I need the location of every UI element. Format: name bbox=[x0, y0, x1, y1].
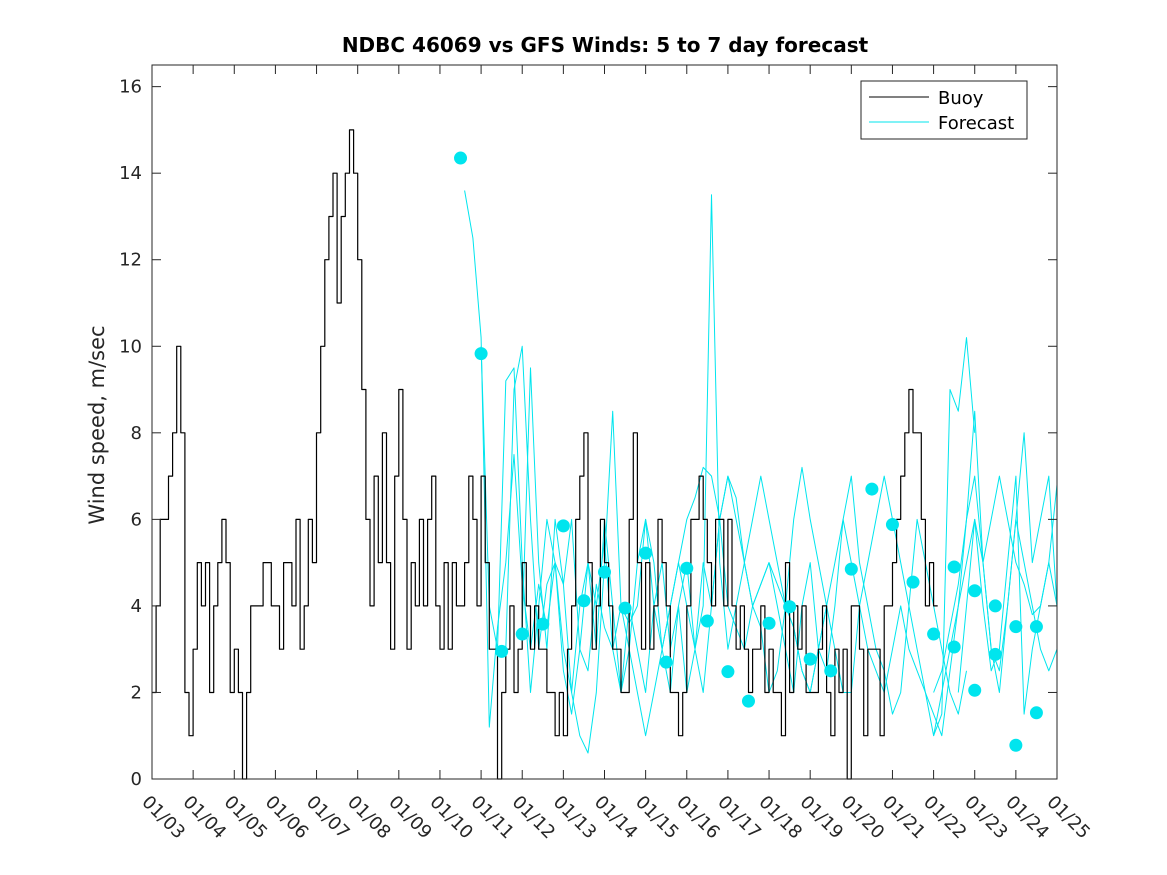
forecast-marker bbox=[536, 617, 550, 631]
x-tick-label: 01/24 bbox=[1001, 792, 1053, 844]
forecast-marker bbox=[598, 565, 611, 579]
forecast-marker bbox=[947, 640, 961, 654]
legend-label-forecast: Forecast bbox=[938, 113, 1014, 134]
y-tick-label: 16 bbox=[119, 77, 142, 98]
forecast-marker bbox=[721, 665, 735, 679]
y-tick-label: 10 bbox=[119, 336, 142, 357]
y-tick-label: 8 bbox=[131, 423, 142, 444]
legend: Buoy Forecast bbox=[860, 80, 1028, 140]
x-tick-label: 01/25 bbox=[1042, 792, 1094, 844]
forecast-marker-late bbox=[1009, 620, 1023, 634]
forecast-marker bbox=[927, 627, 941, 641]
forecast-marker bbox=[988, 647, 1002, 661]
forecast-marker bbox=[824, 664, 838, 678]
y-tick-label: 14 bbox=[119, 163, 142, 184]
forecast-marker bbox=[659, 655, 673, 669]
forecast-marker bbox=[680, 561, 694, 575]
forecast-marker-late bbox=[947, 560, 961, 574]
y-tick-label: 12 bbox=[119, 250, 142, 271]
x-tick-label: 01/18 bbox=[755, 792, 807, 844]
x-tick-label: 01/21 bbox=[878, 792, 930, 844]
legend-box bbox=[860, 80, 1028, 140]
x-tick-label: 01/15 bbox=[631, 792, 683, 844]
forecast-marker bbox=[700, 614, 714, 628]
legend-label-buoy: Buoy bbox=[938, 88, 984, 109]
x-tick-label: 01/14 bbox=[590, 792, 642, 844]
x-tick-label: 01/16 bbox=[672, 792, 724, 844]
marker-layer bbox=[454, 151, 1043, 752]
forecast-marker bbox=[803, 652, 817, 666]
forecast-marker bbox=[454, 151, 468, 165]
x-tick-label: 01/22 bbox=[919, 792, 971, 844]
y-tick-label: 6 bbox=[131, 509, 142, 530]
y-axis-label: Wind speed, m/sec bbox=[85, 325, 109, 524]
forecast-marker bbox=[968, 683, 982, 697]
forecast-line-run1 bbox=[464, 190, 754, 728]
y-axis-ticks: 0 2 4 6 8 10 12 14 16 bbox=[119, 77, 1057, 790]
forecast-marker bbox=[618, 601, 632, 615]
forecast-marker bbox=[1009, 738, 1023, 752]
forecast-marker bbox=[495, 644, 509, 658]
forecast-line-run3 bbox=[505, 345, 967, 715]
x-tick-label: 01/07 bbox=[302, 792, 354, 844]
x-tick-label: 01/09 bbox=[384, 792, 436, 844]
x-tick-label: 01/17 bbox=[713, 792, 765, 844]
x-tick-label: 01/12 bbox=[508, 792, 560, 844]
x-tick-label: 01/19 bbox=[796, 792, 848, 844]
forecast-marker bbox=[639, 546, 653, 560]
x-tick-label: 01/11 bbox=[467, 792, 519, 844]
x-tick-label: 01/20 bbox=[837, 792, 889, 844]
y-tick-label: 2 bbox=[131, 682, 142, 703]
buoy-line bbox=[152, 129, 938, 780]
forecast-marker-late bbox=[968, 584, 982, 598]
forecast-marker bbox=[762, 616, 776, 630]
forecast-line-run4 bbox=[521, 337, 976, 754]
x-tick-label: 01/13 bbox=[549, 792, 601, 844]
forecast-marker bbox=[741, 694, 755, 708]
forecast-marker bbox=[1029, 706, 1043, 720]
forecast-marker bbox=[577, 594, 591, 608]
x-tick-label: 01/06 bbox=[261, 792, 313, 844]
forecast-marker bbox=[474, 347, 488, 361]
y-tick-label: 0 bbox=[131, 769, 142, 790]
chart-title: NDBC 46069 vs GFS Winds: 5 to 7 day fore… bbox=[342, 33, 869, 57]
forecast-marker bbox=[515, 627, 529, 641]
forecast-marker-late bbox=[988, 599, 1002, 613]
forecast-marker bbox=[783, 600, 797, 614]
forecast-marker bbox=[865, 482, 879, 496]
forecast-marker bbox=[906, 575, 920, 589]
plot-area bbox=[152, 65, 1057, 779]
series-layer bbox=[152, 129, 1058, 780]
x-tick-label: 01/23 bbox=[960, 792, 1012, 844]
forecast-marker bbox=[556, 519, 570, 533]
x-tick-label: 01/03 bbox=[137, 792, 189, 844]
forecast-line-run6 bbox=[933, 410, 1058, 693]
x-tick-label: 01/10 bbox=[425, 792, 477, 844]
y-tick-label: 4 bbox=[131, 596, 142, 617]
x-tick-label: 01/08 bbox=[343, 792, 395, 844]
x-tick-label: 01/04 bbox=[179, 792, 231, 844]
forecast-marker bbox=[844, 562, 858, 576]
forecast-marker bbox=[885, 518, 899, 532]
x-tick-label: 01/05 bbox=[220, 792, 272, 844]
forecast-marker-late bbox=[1029, 620, 1043, 634]
